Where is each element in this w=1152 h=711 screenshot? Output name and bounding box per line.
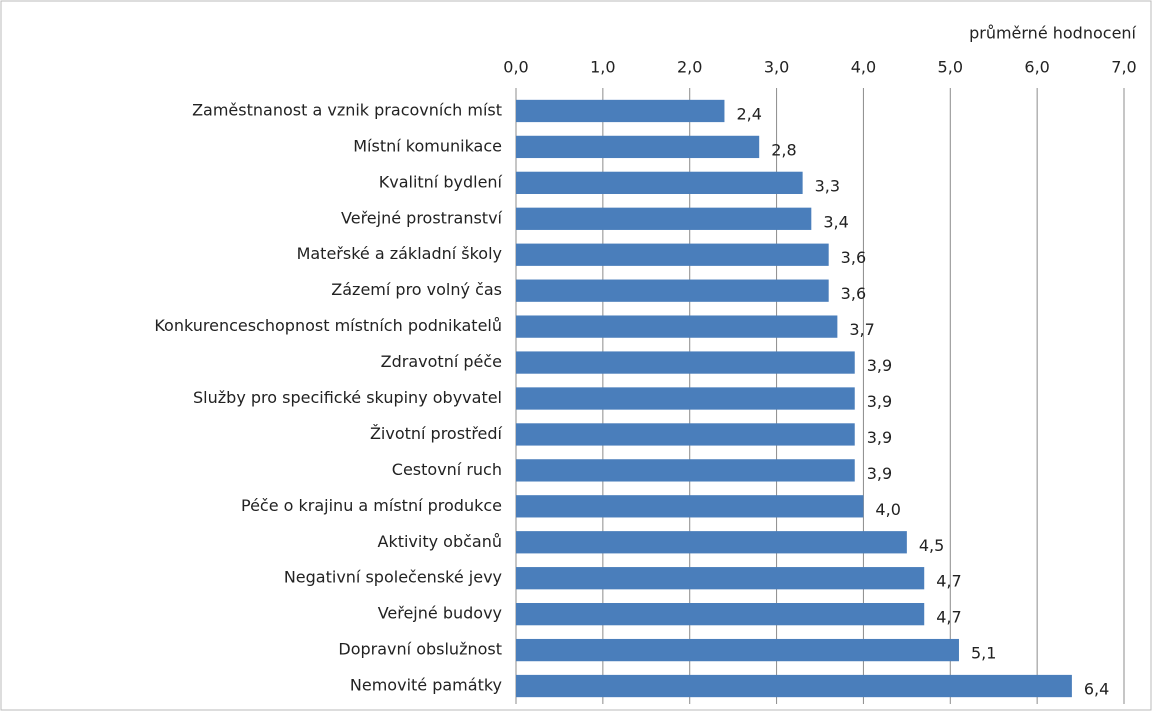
data-label: 4,5 <box>919 536 944 555</box>
data-label: 3,3 <box>815 176 840 195</box>
data-label: 3,4 <box>823 212 848 231</box>
x-tick-label: 4,0 <box>851 58 876 77</box>
y-tick-label: Negativní společenské jevy <box>284 568 502 587</box>
bar <box>516 423 855 446</box>
y-tick-label: Životní prostředí <box>370 424 503 443</box>
y-tick-label: Služby pro specifické skupiny obyvatel <box>193 388 502 407</box>
bar <box>516 603 925 626</box>
data-label: 3,9 <box>867 464 892 483</box>
bar <box>516 171 803 194</box>
data-label: 3,6 <box>841 248 866 267</box>
x-tick-label: 2,0 <box>677 58 702 77</box>
y-tick-label: Veřejné prostranství <box>341 208 503 227</box>
data-label: 3,6 <box>841 284 866 303</box>
data-label: 3,7 <box>849 320 874 339</box>
data-label: 3,9 <box>867 356 892 375</box>
bar <box>516 674 1072 698</box>
x-tick-label: 3,0 <box>764 58 789 77</box>
data-label: 2,8 <box>771 140 796 159</box>
x-tick-label: 1,0 <box>590 58 615 77</box>
bar <box>516 351 855 374</box>
bar <box>516 99 725 123</box>
y-tick-label: Místní komunikace <box>353 136 502 155</box>
bar <box>516 531 907 554</box>
y-tick-label: Aktivity občanů <box>378 532 503 551</box>
data-label: 5,1 <box>971 644 996 663</box>
bar <box>516 207 812 230</box>
data-label: 2,4 <box>736 104 761 123</box>
x-tick-label: 7,0 <box>1111 58 1136 77</box>
y-tick-label: Nemovité památky <box>350 676 502 695</box>
bar <box>516 135 760 159</box>
y-tick-label: Dopravní obslužnost <box>338 640 502 659</box>
bar <box>516 638 959 662</box>
bar <box>516 567 925 590</box>
y-tick-label: Zázemí pro volný čas <box>331 280 502 299</box>
data-label: 4,7 <box>936 608 961 627</box>
bar <box>516 387 855 410</box>
bar <box>516 243 829 266</box>
data-label: 4,7 <box>936 572 961 591</box>
x-tick-label: 6,0 <box>1024 58 1049 77</box>
y-tick-label: Péče o krajinu a místní produkce <box>241 496 502 515</box>
data-label: 4,0 <box>875 500 900 519</box>
y-tick-label: Konkurenceschopnost místních podnikatelů <box>154 316 502 335</box>
y-tick-label: Cestovní ruch <box>392 460 502 479</box>
y-tick-label: Mateřské a základní školy <box>297 244 502 263</box>
bar <box>516 279 829 302</box>
y-tick-label: Zdravotní péče <box>381 352 502 371</box>
y-tick-label: Veřejné budovy <box>378 604 502 623</box>
y-tick-label: Zaměstnanost a vznik pracovních míst <box>192 100 502 119</box>
bar <box>516 459 855 482</box>
data-label: 3,9 <box>867 392 892 411</box>
data-label: 6,4 <box>1084 680 1109 699</box>
bar <box>516 315 838 338</box>
x-tick-label: 0,0 <box>503 58 528 77</box>
bar <box>516 495 864 518</box>
axis-title: průměrné hodnocení <box>969 24 1136 43</box>
x-tick-label: 5,0 <box>938 58 963 77</box>
y-tick-label: Kvalitní bydlení <box>379 172 503 191</box>
data-label: 3,9 <box>867 428 892 447</box>
